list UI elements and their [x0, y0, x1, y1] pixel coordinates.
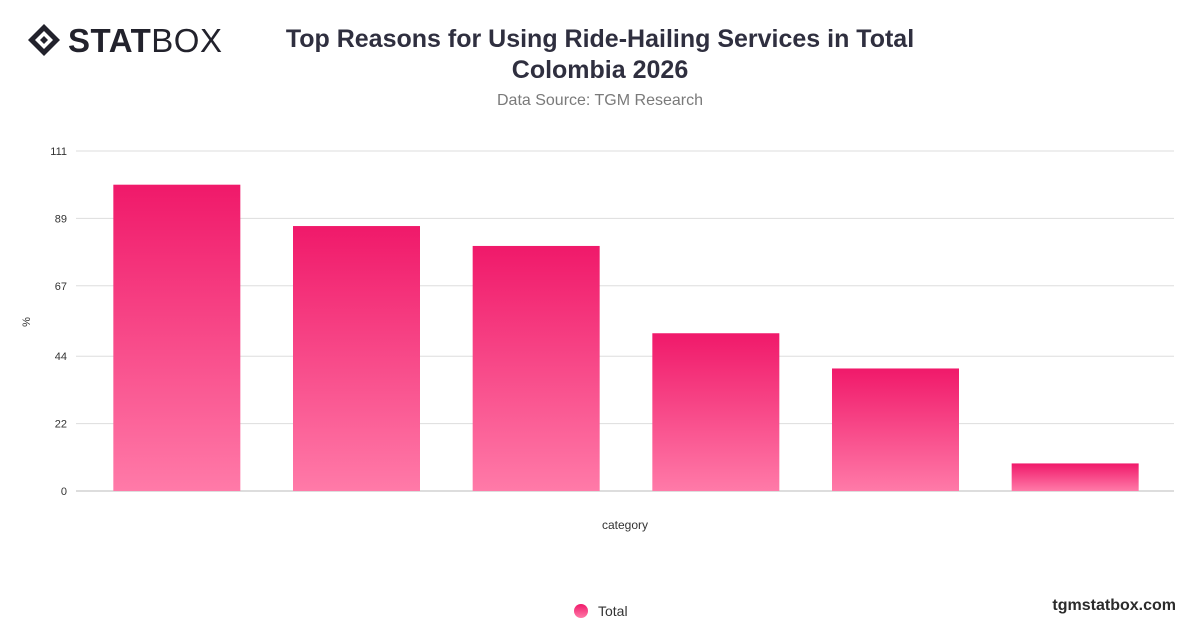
bar[interactable]	[832, 368, 959, 491]
y-tick-label: 22	[55, 419, 67, 431]
logo-bold-text: STAT	[68, 21, 152, 59]
y-axis-ticks: 0 22 44 67 89 111	[50, 146, 67, 498]
y-tick-label: 44	[55, 351, 67, 363]
y-axis-label: %	[21, 317, 33, 327]
logo-wordmark: STATBOX	[68, 24, 222, 57]
legend-label-total: Total	[598, 603, 628, 619]
gridlines	[76, 150, 1174, 492]
bar[interactable]	[113, 184, 241, 491]
logo-light-text: BOX	[151, 21, 223, 59]
bar[interactable]	[472, 245, 600, 491]
bar[interactable]	[1011, 463, 1139, 491]
legend[interactable]: Total	[574, 603, 628, 619]
y-tick-label: 111	[50, 146, 67, 158]
chart-subtitle: Data Source: TGM Research	[496, 92, 703, 109]
bars	[113, 184, 1139, 491]
diamond-logo-icon	[28, 24, 60, 56]
chart-title: Top Reasons for Using Ride-Hailing Servi…	[285, 25, 915, 84]
y-tick-label: 67	[55, 281, 67, 293]
legend-swatch-icon	[574, 604, 588, 618]
y-tick-label: 89	[55, 213, 67, 225]
x-axis-label: category	[602, 518, 648, 532]
bar[interactable]	[652, 333, 780, 491]
watermark: tgmstatbox.com	[1052, 597, 1176, 614]
statbox-logo: STATBOX	[26, 22, 222, 58]
bar[interactable]	[293, 226, 420, 491]
y-tick-label: 0	[61, 486, 67, 498]
